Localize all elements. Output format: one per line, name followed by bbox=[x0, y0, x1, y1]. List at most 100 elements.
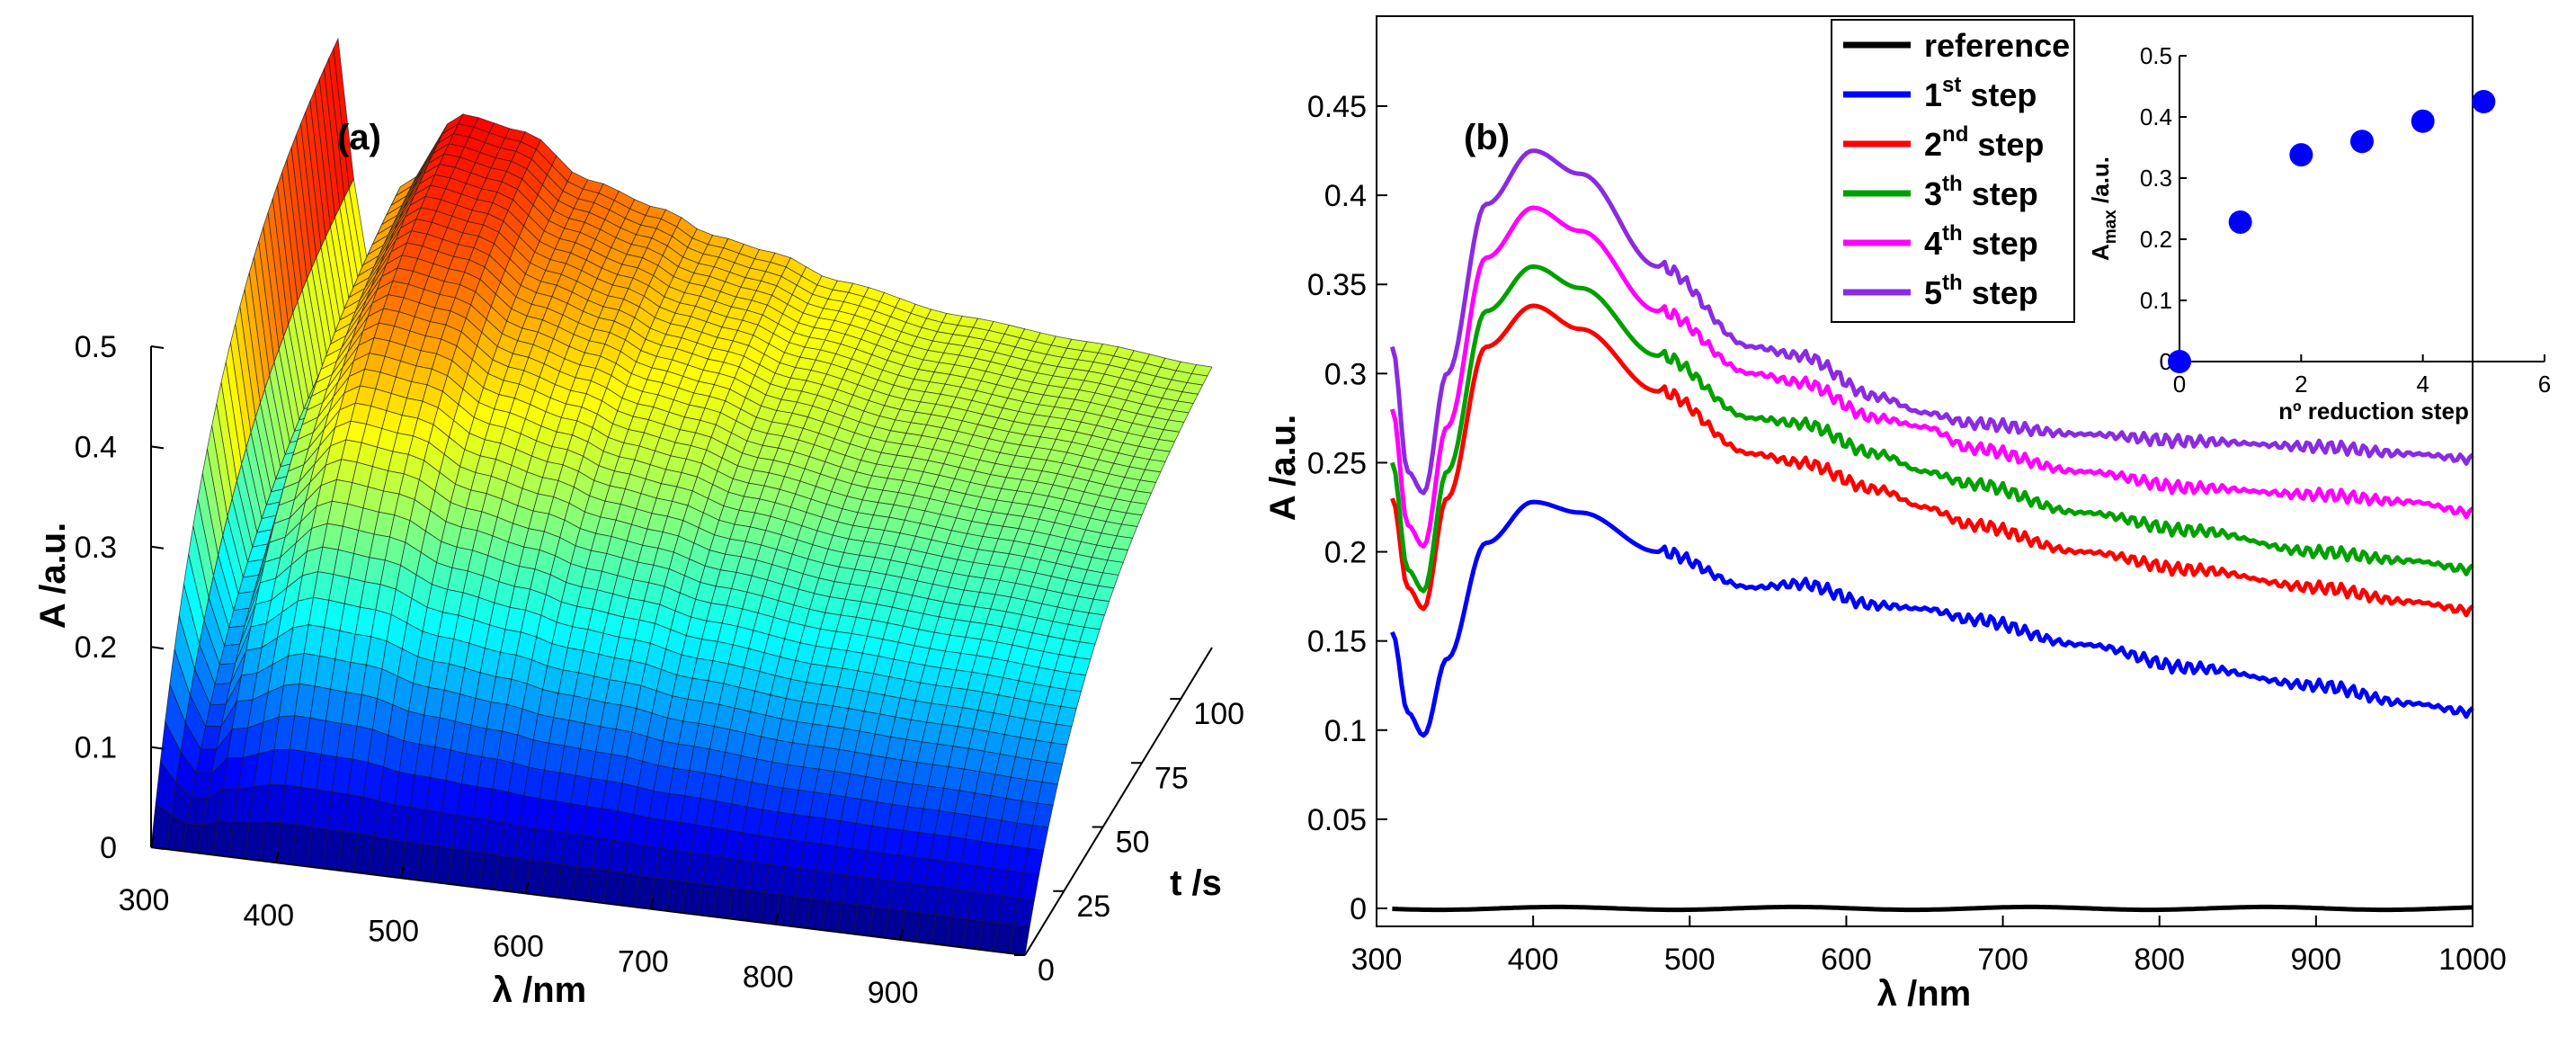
panel-a-z-tick-label: 0.4 bbox=[75, 430, 117, 464]
panel-b-y-tick-label: 0.4 bbox=[1324, 179, 1367, 213]
series-line-step-5 bbox=[1389, 148, 2474, 496]
panel-a-x-axis-label: λ /nm bbox=[493, 970, 586, 1010]
panel-a-t-tick-label: 100 bbox=[1193, 697, 1244, 731]
inset-point bbox=[2350, 130, 2374, 154]
panel-b-y-tick-label: 0.1 bbox=[1324, 714, 1367, 748]
panel-a-x-tick bbox=[150, 836, 155, 848]
panel-a-x-tick-label: 700 bbox=[618, 945, 669, 979]
inset-point bbox=[2411, 109, 2435, 133]
legend: reference 1st step 2nd step 3th step 4th ste… bbox=[1831, 19, 2075, 323]
panel-b-y-tick-label: 0 bbox=[1350, 892, 1367, 926]
panel-b-x-tick-label: 400 bbox=[1508, 943, 1559, 977]
panel-a-x-tick-label: 800 bbox=[743, 961, 794, 995]
panel-b-ticks: 300 400 500 600 700 800 900 100000.050.10.150.2… bbox=[1307, 90, 2507, 977]
inset-x-axis-label: nº reduction step bbox=[2278, 398, 2469, 425]
panel-a-z-axis-label: A /a.u. bbox=[33, 523, 73, 630]
legend-label: reference bbox=[1924, 27, 2070, 64]
inset-x-tick-label: 0 bbox=[2173, 371, 2186, 398]
panel-a-t-tick-label: 50 bbox=[1116, 826, 1150, 860]
panel-a-x-tick-label: 600 bbox=[493, 929, 544, 963]
panel-a-x-tick bbox=[899, 928, 905, 941]
legend-label: 4th step bbox=[1924, 221, 2038, 262]
legend-label: 1st step bbox=[1924, 73, 2037, 113]
panel-a-x-tick-label: 900 bbox=[868, 976, 919, 1010]
panel-b-y-tick-label: 0.35 bbox=[1307, 268, 1367, 302]
inset-x-tick-label: 2 bbox=[2295, 371, 2307, 398]
panel-a-z-tick-label: 0.5 bbox=[75, 330, 117, 364]
inset-background bbox=[2088, 56, 2464, 362]
panel-a-t-tick-label: 25 bbox=[1076, 889, 1110, 924]
panel-a-x-tick bbox=[524, 882, 530, 894]
panel-b-y-axis-label: A /a.u. bbox=[1263, 415, 1303, 522]
series-line-step-3 bbox=[1390, 264, 2474, 594]
panel-a-z-tick bbox=[150, 345, 165, 349]
panel-a-x-tick-label: 400 bbox=[243, 898, 294, 933]
series-line-step-2 bbox=[1390, 303, 2474, 618]
panel-a-z-tick bbox=[150, 445, 165, 450]
panel-a-t-tick-label: 0 bbox=[1038, 953, 1055, 988]
surface-mesh bbox=[150, 37, 1213, 956]
inset-y-tick-label: 0.5 bbox=[2140, 42, 2172, 69]
panel-a-z-tick-label: 0.3 bbox=[75, 531, 117, 565]
panel-a-x-tick-label: 300 bbox=[119, 883, 170, 917]
panel-b-y-tick-label: 0.15 bbox=[1307, 625, 1367, 659]
inset-y-tick-label: 0 bbox=[2160, 348, 2172, 375]
panel-b-y-tick-label: 0.05 bbox=[1307, 803, 1367, 837]
inset-point bbox=[2168, 350, 2191, 373]
panel-a-x-tick bbox=[649, 898, 655, 909]
panel-a-z-tick bbox=[150, 846, 165, 850]
inset-point bbox=[2289, 143, 2313, 167]
panel-b-x-tick-label: 700 bbox=[1977, 943, 2028, 977]
inset-point bbox=[2228, 210, 2252, 234]
panel-a-ticks: 0 0.1 0.2 0.3 0.4 0.5 300 400 500 600 700 800 900 0 25… bbox=[75, 330, 1244, 1010]
panel-b-x-tick-label: 900 bbox=[2290, 943, 2341, 977]
panel-b-x-tick-label: 500 bbox=[1664, 943, 1716, 977]
panel-a-t-tick-label: 75 bbox=[1154, 761, 1189, 795]
panel-a-label: (a) bbox=[337, 118, 381, 157]
legend-label: 5th step bbox=[1924, 271, 2038, 311]
inset-x-tick-label: 6 bbox=[2538, 371, 2551, 398]
inset-x-tick-label: 4 bbox=[2416, 371, 2429, 398]
panel-b-y-tick-label: 0.45 bbox=[1307, 90, 1367, 124]
panel-a-x-tick-label: 500 bbox=[368, 914, 419, 948]
panel-a-z-tick bbox=[150, 746, 165, 750]
panel-a-x-tick bbox=[774, 913, 780, 925]
series-line-step-4 bbox=[1389, 205, 2474, 550]
panel-a-t-axis-label: t /s bbox=[1170, 863, 1222, 903]
legend-box bbox=[1831, 19, 2075, 323]
inset-y-tick-label: 0.2 bbox=[2140, 226, 2172, 253]
series-line-step-1 bbox=[1390, 499, 2474, 738]
inset-point bbox=[2472, 90, 2496, 113]
panel-b-axes-box bbox=[1376, 15, 2473, 927]
panel-b-x-tick-label: 600 bbox=[1821, 943, 1872, 977]
panel-b-x-tick-label: 800 bbox=[2134, 943, 2185, 977]
panel-b-y-tick-label: 0.25 bbox=[1307, 446, 1367, 480]
panel-b-y-tick-label: 0.2 bbox=[1324, 536, 1367, 570]
panel-b-label: (b) bbox=[1464, 118, 1510, 157]
inset-y-tick-label: 0.4 bbox=[2140, 103, 2172, 130]
panel-b-x-axis-label: λ /nm bbox=[1877, 974, 1971, 1014]
panel-a-z-tick-label: 0.2 bbox=[75, 630, 117, 665]
panel-b-x-tick-label: 300 bbox=[1351, 943, 1403, 977]
panel-b-y-tick-label: 0.3 bbox=[1324, 357, 1367, 391]
panel-a-surface-plot: 0 0.1 0.2 0.3 0.4 0.5 300 400 500 600 700 800 900 0 25… bbox=[33, 37, 1244, 1010]
legend-label: 3th step bbox=[1924, 172, 2038, 212]
inset-y-tick-label: 0.1 bbox=[2140, 287, 2172, 314]
panel-b-series bbox=[1389, 148, 2474, 913]
panel-b-x-tick-label: 1000 bbox=[2438, 943, 2507, 977]
inset-y-axis-label: Amax /a.u. bbox=[2087, 156, 2120, 261]
x-axis-line bbox=[150, 846, 1026, 956]
inset-scatter: 0 2 4 6 0 0.1 0.2 0.3 0.4 0.5 nº reduction step A… bbox=[2087, 42, 2551, 425]
inset-y-tick-label: 0.3 bbox=[2140, 165, 2172, 192]
series-line-reference bbox=[1392, 904, 2473, 913]
panel-b-line-chart: 300 400 500 600 700 800 900 100000.050.10.150.2… bbox=[1263, 15, 2551, 1014]
panel-a-z-tick-label: 0.1 bbox=[75, 731, 117, 765]
panel-a-x-tick bbox=[274, 851, 280, 863]
legend-label: 2nd step bbox=[1924, 122, 2044, 163]
panel-a-z-tick-label: 0 bbox=[100, 831, 117, 865]
panel-a-x-tick bbox=[399, 867, 405, 879]
panel-a-z-tick bbox=[150, 646, 165, 650]
panel-a-z-tick bbox=[150, 545, 165, 550]
